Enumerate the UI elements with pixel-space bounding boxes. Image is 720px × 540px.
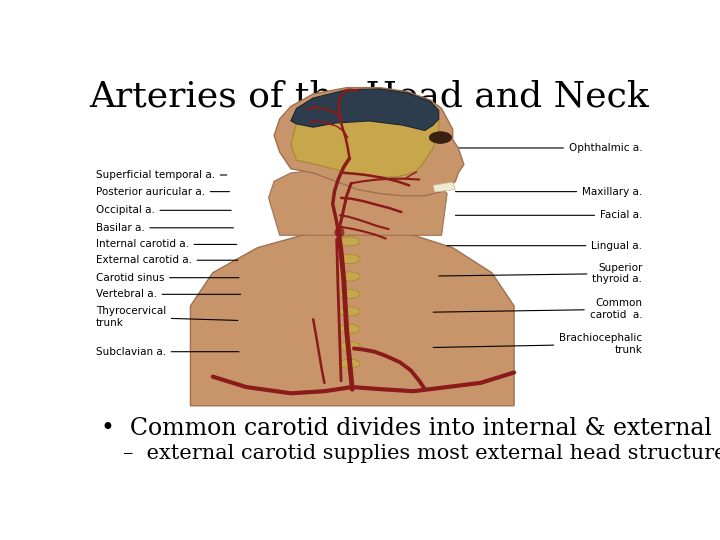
Ellipse shape xyxy=(429,132,451,144)
Ellipse shape xyxy=(339,324,360,333)
Text: Thyrocervical
trunk: Thyrocervical trunk xyxy=(96,306,238,328)
Ellipse shape xyxy=(339,272,360,281)
Ellipse shape xyxy=(339,307,360,316)
Text: Arteries of the Head and Neck: Arteries of the Head and Neck xyxy=(89,79,649,113)
Ellipse shape xyxy=(339,254,360,264)
Text: Ophthalmic a.: Ophthalmic a. xyxy=(438,143,642,153)
Ellipse shape xyxy=(339,289,360,299)
Text: Maxillary a.: Maxillary a. xyxy=(456,187,642,197)
Text: Vertebral a.: Vertebral a. xyxy=(96,289,240,299)
Text: Internal carotid a.: Internal carotid a. xyxy=(96,239,237,249)
Ellipse shape xyxy=(334,227,344,238)
Text: Basilar a.: Basilar a. xyxy=(96,223,233,233)
Text: Superior
thyroid a.: Superior thyroid a. xyxy=(438,263,642,285)
Text: Subclavian a.: Subclavian a. xyxy=(96,347,239,357)
Text: Occipital a.: Occipital a. xyxy=(96,205,231,215)
Polygon shape xyxy=(291,89,438,131)
Text: Carotid sinus: Carotid sinus xyxy=(96,273,239,282)
Text: –  external carotid supplies most external head structures: – external carotid supplies most externa… xyxy=(124,444,720,463)
Text: Lingual a.: Lingual a. xyxy=(447,241,642,251)
Ellipse shape xyxy=(339,237,360,246)
Polygon shape xyxy=(274,87,464,196)
Polygon shape xyxy=(269,165,447,235)
Text: Superficial temporal a.: Superficial temporal a. xyxy=(96,170,227,180)
Text: Facial a.: Facial a. xyxy=(456,210,642,220)
Polygon shape xyxy=(291,94,438,177)
Polygon shape xyxy=(433,182,456,192)
Polygon shape xyxy=(190,231,514,406)
Ellipse shape xyxy=(339,359,360,368)
Text: •  Common carotid divides into internal & external carotids: • Common carotid divides into internal &… xyxy=(101,417,720,440)
Text: Brachiocephalic
trunk: Brachiocephalic trunk xyxy=(433,333,642,355)
Text: External carotid a.: External carotid a. xyxy=(96,255,238,265)
Ellipse shape xyxy=(339,342,360,351)
Text: Common
carotid  a.: Common carotid a. xyxy=(433,299,642,320)
Text: Posterior auricular a.: Posterior auricular a. xyxy=(96,187,230,197)
